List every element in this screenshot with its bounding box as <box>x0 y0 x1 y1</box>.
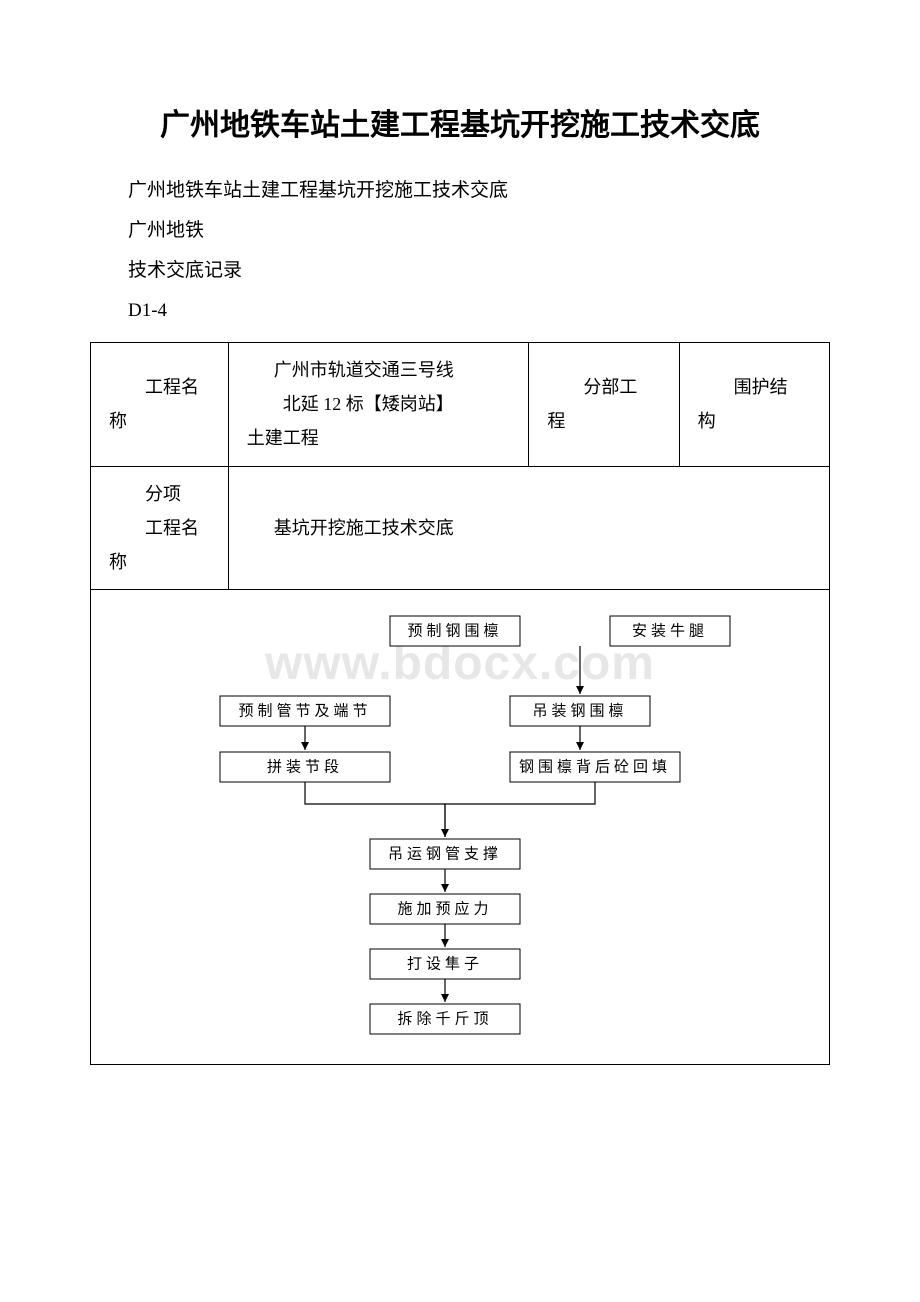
flow-node-label: 打设隼子 <box>407 956 483 973</box>
arrowhead-icon <box>576 686 584 694</box>
flow-node-label: 施加预应力 <box>397 900 492 918</box>
flow-node-label: 拆除千斤顶 <box>397 1011 492 1028</box>
page-title: 广州地铁车站土建工程基坑开挖施工技术交底 <box>90 100 830 144</box>
paragraph-3: 技术交底记录 <box>90 252 830 290</box>
paragraph-4: D1-4 <box>90 292 830 330</box>
flow-node-label: 安装牛腿 <box>632 623 708 640</box>
paragraph-2: 广州地铁 <box>90 212 830 250</box>
flow-edge <box>305 782 445 837</box>
flowchart-cell: www.bdocx.com 预制钢围檩安装牛腿预制管节及端节吊装钢围檩拼装节段钢… <box>91 590 830 1065</box>
cell-subitem-value: 基坑开挖施工技术交底 <box>228 466 829 590</box>
info-table: 工程名称 广州市轨道交通三号线 北延 12 标【矮岗站】 土建工程 分部工程 围… <box>90 342 830 1065</box>
cell-section-value: 围护结构 <box>679 343 829 467</box>
cell-project-name-value: 广州市轨道交通三号线 北延 12 标【矮岗站】 土建工程 <box>228 343 529 467</box>
table-row: 工程名称 广州市轨道交通三号线 北延 12 标【矮岗站】 土建工程 分部工程 围… <box>91 343 830 467</box>
flow-node-label: 吊装钢围檩 <box>532 702 627 720</box>
flow-node-label: 拼装节段 <box>267 759 343 776</box>
cell-subitem-label: 分项 工程名称 <box>91 466 229 590</box>
flow-node-label: 预制管节及端节 <box>238 703 371 720</box>
flowchart: www.bdocx.com 预制钢围檩安装牛腿预制管节及端节吊装钢围檩拼装节段钢… <box>140 604 780 1044</box>
flow-node-label: 钢围檩背后砼回填 <box>519 758 671 776</box>
paragraph-1: 广州地铁车站土建工程基坑开挖施工技术交底 <box>90 172 830 210</box>
arrowhead-icon <box>441 994 449 1002</box>
cell-project-name-label: 工程名称 <box>91 343 229 467</box>
arrowhead-icon <box>441 884 449 892</box>
flow-node-label: 吊运钢管支撑 <box>388 846 502 863</box>
arrowhead-icon <box>301 742 309 750</box>
arrowhead-icon <box>576 742 584 750</box>
cell-section-label: 分部工程 <box>529 343 679 467</box>
table-row: 分项 工程名称 基坑开挖施工技术交底 <box>91 466 830 590</box>
arrowhead-icon <box>441 939 449 947</box>
table-row: www.bdocx.com 预制钢围檩安装牛腿预制管节及端节吊装钢围檩拼装节段钢… <box>91 590 830 1065</box>
flow-edge <box>445 782 595 837</box>
flow-node-label: 预制钢围檩 <box>407 622 502 640</box>
